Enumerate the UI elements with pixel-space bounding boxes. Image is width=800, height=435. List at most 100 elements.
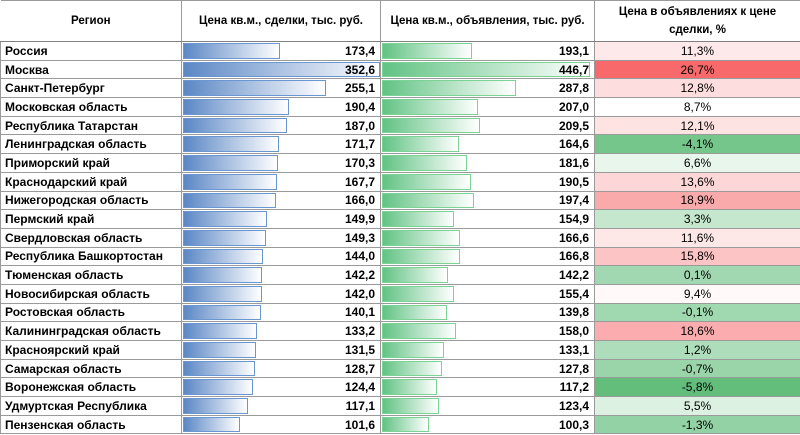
ratio-cell[interactable]: -4,1% — [594, 134, 800, 155]
ad-price-cell[interactable]: 181,6 — [380, 153, 595, 173]
region-cell[interactable]: Самарская область — [0, 358, 182, 379]
ad-price-cell[interactable]: 142,2 — [380, 265, 595, 285]
ratio-cell[interactable]: 15,8% — [594, 246, 800, 267]
ad-price-cell[interactable]: 123,4 — [380, 396, 595, 416]
header-ratio[interactable]: Цена в объявлениях к цене сделки, % — [594, 0, 800, 42]
deal-price-data-bar — [183, 99, 290, 115]
region-cell[interactable]: Нижегородская область — [0, 190, 182, 211]
deal-price-cell[interactable]: 187,0 — [181, 115, 381, 136]
table-row: Удмуртская Республика 117,1 123,4 5,5% — [0, 396, 800, 416]
ratio-cell[interactable]: 11,6% — [594, 227, 800, 248]
region-cell[interactable]: Тюменская область — [0, 265, 182, 285]
region-cell[interactable]: Ленинградская область — [0, 134, 182, 155]
region-cell[interactable]: Пермский край — [0, 209, 182, 229]
ratio-cell[interactable]: 9,4% — [594, 283, 800, 304]
deal-price-cell[interactable]: 128,7 — [181, 358, 381, 379]
ratio-cell[interactable]: -0,7% — [594, 358, 800, 379]
ad-price-cell[interactable]: 209,5 — [380, 115, 595, 136]
deal-price-cell[interactable]: 171,7 — [181, 134, 381, 155]
ad-price-cell[interactable]: 166,8 — [380, 246, 595, 267]
deal-price-cell[interactable]: 133,2 — [181, 321, 381, 341]
region-cell[interactable]: Москва — [0, 59, 182, 80]
region-cell[interactable]: Ростовская область — [0, 302, 182, 323]
ad-price-cell[interactable]: 155,4 — [380, 283, 595, 304]
ad-price-data-bar — [382, 80, 516, 97]
deal-price-data-bar — [183, 173, 277, 190]
deal-price-cell[interactable]: 131,5 — [181, 340, 381, 360]
ratio-cell[interactable]: 13,6% — [594, 171, 800, 192]
deal-price-cell[interactable]: 173,4 — [181, 41, 381, 61]
region-cell[interactable]: Красноярский край — [0, 340, 182, 360]
region-cell[interactable]: Московская область — [0, 97, 182, 117]
deal-price-cell[interactable]: 170,3 — [181, 153, 381, 173]
deal-price-cell[interactable]: 142,2 — [181, 265, 381, 285]
region-cell[interactable]: Санкт-Петербург — [0, 78, 182, 99]
deal-price-cell[interactable]: 101,6 — [181, 414, 381, 435]
region-cell[interactable]: Свердловская область — [0, 227, 182, 248]
header-deal-price[interactable]: Цена кв.м., сделки, тыс. руб. — [181, 0, 381, 42]
ad-price-cell[interactable]: 446,7 — [380, 59, 595, 80]
ad-price-cell[interactable]: 164,6 — [380, 134, 595, 155]
region-cell[interactable]: Россия — [0, 41, 182, 61]
ratio-cell[interactable]: 1,2% — [594, 340, 800, 360]
ratio-cell[interactable]: -0,1% — [594, 302, 800, 323]
header-ad-price[interactable]: Цена кв.м., объявления, тыс. руб. — [380, 0, 595, 42]
deal-price-cell[interactable]: 124,4 — [181, 377, 381, 398]
deal-price-cell[interactable]: 149,9 — [181, 209, 381, 229]
ad-price-cell[interactable]: 287,8 — [380, 78, 595, 99]
ratio-cell[interactable]: 8,7% — [594, 97, 800, 117]
ad-price-data-bar — [382, 99, 479, 115]
deal-price-cell[interactable]: 149,3 — [181, 227, 381, 248]
region-cell[interactable]: Приморский край — [0, 153, 182, 173]
ratio-cell[interactable]: 26,7% — [594, 59, 800, 80]
ratio-cell[interactable]: -1,3% — [594, 414, 800, 435]
deal-price-cell[interactable]: 166,0 — [181, 190, 381, 211]
ad-price-data-bar — [382, 117, 480, 134]
ad-price-cell[interactable]: 190,5 — [380, 171, 595, 192]
deal-price-cell[interactable]: 140,1 — [181, 302, 381, 323]
header-region[interactable]: Регион — [0, 0, 182, 42]
ratio-cell[interactable]: 12,1% — [594, 115, 800, 136]
ad-price-data-bar — [382, 323, 456, 339]
deal-price-cell[interactable]: 117,1 — [181, 396, 381, 416]
ad-price-cell[interactable]: 166,6 — [380, 227, 595, 248]
region-cell[interactable]: Калининградская область — [0, 321, 182, 341]
ad-price-cell[interactable]: 100,3 — [380, 414, 595, 435]
ratio-cell[interactable]: 6,6% — [594, 153, 800, 173]
ad-price-cell[interactable]: 117,2 — [380, 377, 595, 398]
region-cell[interactable]: Краснодарский край — [0, 171, 182, 192]
deal-price-cell[interactable]: 167,7 — [181, 171, 381, 192]
ratio-cell[interactable]: 18,9% — [594, 190, 800, 211]
region-cell[interactable]: Республика Башкортостан — [0, 246, 182, 267]
ratio-cell[interactable]: 12,8% — [594, 78, 800, 99]
deal-price-cell[interactable]: 142,0 — [181, 283, 381, 304]
deal-price-value: 166,0 — [344, 193, 375, 208]
deal-price-cell[interactable]: 352,6 — [181, 59, 381, 80]
region-cell[interactable]: Воронежская область — [0, 377, 182, 398]
ad-price-cell[interactable]: 133,1 — [380, 340, 595, 360]
ratio-cell[interactable]: 0,1% — [594, 265, 800, 285]
deal-price-cell[interactable]: 144,0 — [181, 246, 381, 267]
ratio-cell[interactable]: 11,3% — [594, 41, 800, 61]
region-cell[interactable]: Новосибирская область — [0, 283, 182, 304]
deal-price-data-bar — [183, 136, 279, 153]
ad-price-cell[interactable]: 158,0 — [380, 321, 595, 341]
header-row: Регион Цена кв.м., сделки, тыс. руб. Цен… — [0, 0, 800, 42]
region-cell[interactable]: Удмуртская Республика — [0, 396, 182, 416]
ratio-cell[interactable]: 3,3% — [594, 209, 800, 229]
ratio-cell[interactable]: 5,5% — [594, 396, 800, 416]
ad-price-cell[interactable]: 154,9 — [380, 209, 595, 229]
ad-price-data-bar — [382, 304, 448, 321]
deal-price-cell[interactable]: 255,1 — [181, 78, 381, 99]
deal-price-cell[interactable]: 190,4 — [181, 97, 381, 117]
region-cell[interactable]: Республика Татарстан — [0, 115, 182, 136]
ad-price-cell[interactable]: 193,1 — [380, 41, 595, 61]
ratio-cell[interactable]: 18,6% — [594, 321, 800, 341]
table-row: Пензенская область 101,6 100,3 -1,3% — [0, 414, 800, 435]
ad-price-cell[interactable]: 139,8 — [380, 302, 595, 323]
ad-price-cell[interactable]: 197,4 — [380, 190, 595, 211]
ad-price-cell[interactable]: 127,8 — [380, 358, 595, 379]
region-cell[interactable]: Пензенская область — [0, 414, 182, 435]
ad-price-cell[interactable]: 207,0 — [380, 97, 595, 117]
ratio-cell[interactable]: -5,8% — [594, 377, 800, 398]
